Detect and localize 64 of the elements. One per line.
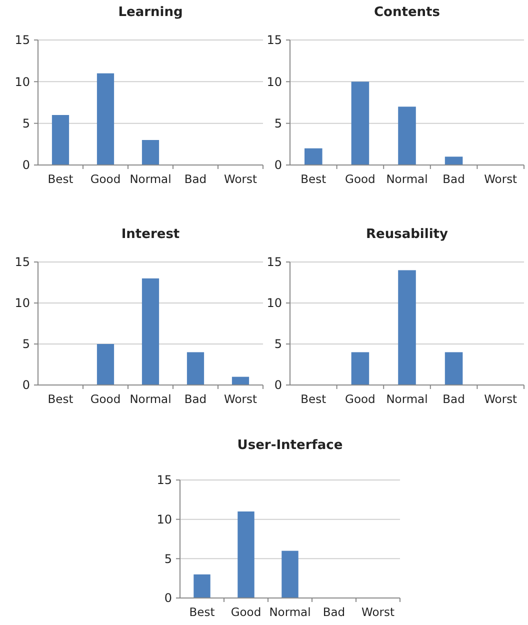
x-tick-label: Bad <box>184 392 207 406</box>
y-tick-label: 15 <box>156 473 172 488</box>
x-tick-label: Bad <box>442 392 465 406</box>
x-tick-label: Normal <box>269 605 311 619</box>
x-tick-label: Best <box>48 392 74 406</box>
bar <box>142 278 160 385</box>
y-tick-label: 10 <box>14 74 30 89</box>
y-tick-label: 10 <box>14 296 30 310</box>
x-tick-label: Best <box>300 172 327 186</box>
y-tick-label: 0 <box>274 378 282 392</box>
bar <box>194 574 210 598</box>
x-tick-label: Good <box>345 392 376 406</box>
bar <box>232 376 250 385</box>
x-tick-label: Bad <box>442 172 465 186</box>
y-tick-label: 5 <box>274 337 282 352</box>
x-tick-label: Best <box>48 172 74 186</box>
bar <box>52 115 70 165</box>
chart-title: User-Interface <box>237 438 343 453</box>
x-tick-label: Good <box>90 392 121 406</box>
bar <box>282 550 298 598</box>
x-tick-label: Normal <box>386 172 428 186</box>
y-tick-label: 0 <box>164 591 172 606</box>
x-tick-label: Worst <box>362 605 395 619</box>
bar <box>398 106 416 165</box>
bar <box>96 73 114 165</box>
y-tick-label: 5 <box>22 337 30 352</box>
y-tick-label: 15 <box>14 33 30 48</box>
y-tick-label: 10 <box>156 512 172 527</box>
x-tick-label: Normal <box>386 392 428 406</box>
y-tick-label: 15 <box>266 33 282 48</box>
x-tick-label: Bad <box>184 172 207 186</box>
chart-title: Learning <box>118 5 183 20</box>
chart-title: Reusability <box>366 227 448 242</box>
x-tick-label: Bad <box>322 605 346 619</box>
x-tick-label: Good <box>90 172 121 186</box>
x-tick-label: Normal <box>130 392 172 406</box>
x-tick-label: Normal <box>130 172 172 186</box>
y-tick-label: 0 <box>22 158 30 172</box>
y-tick-label: 0 <box>22 378 30 392</box>
y-tick-label: 5 <box>274 116 282 131</box>
bar <box>142 140 160 165</box>
y-tick-label: 10 <box>266 74 282 89</box>
chart-title: Interest <box>121 227 180 242</box>
x-tick-label: Best <box>189 605 216 619</box>
x-tick-label: Worst <box>484 172 518 186</box>
bar <box>304 148 322 165</box>
x-tick-label: Best <box>300 392 327 406</box>
bar <box>96 344 114 385</box>
bar <box>186 352 204 385</box>
y-tick-label: 10 <box>266 296 282 310</box>
x-tick-label: Worst <box>224 392 258 406</box>
x-tick-label: Good <box>345 172 376 186</box>
y-tick-label: 0 <box>274 158 282 172</box>
y-tick-label: 15 <box>266 255 282 270</box>
y-tick-label: 15 <box>14 255 30 270</box>
y-tick-label: 5 <box>164 552 172 566</box>
chart-title: Contents <box>374 5 440 20</box>
x-tick-label: Good <box>230 605 262 619</box>
bar <box>444 156 463 165</box>
x-tick-label: Worst <box>484 392 518 406</box>
bar <box>238 511 254 598</box>
x-tick-label: Worst <box>224 172 258 186</box>
y-tick-label: 5 <box>22 116 30 131</box>
bar <box>351 82 370 165</box>
